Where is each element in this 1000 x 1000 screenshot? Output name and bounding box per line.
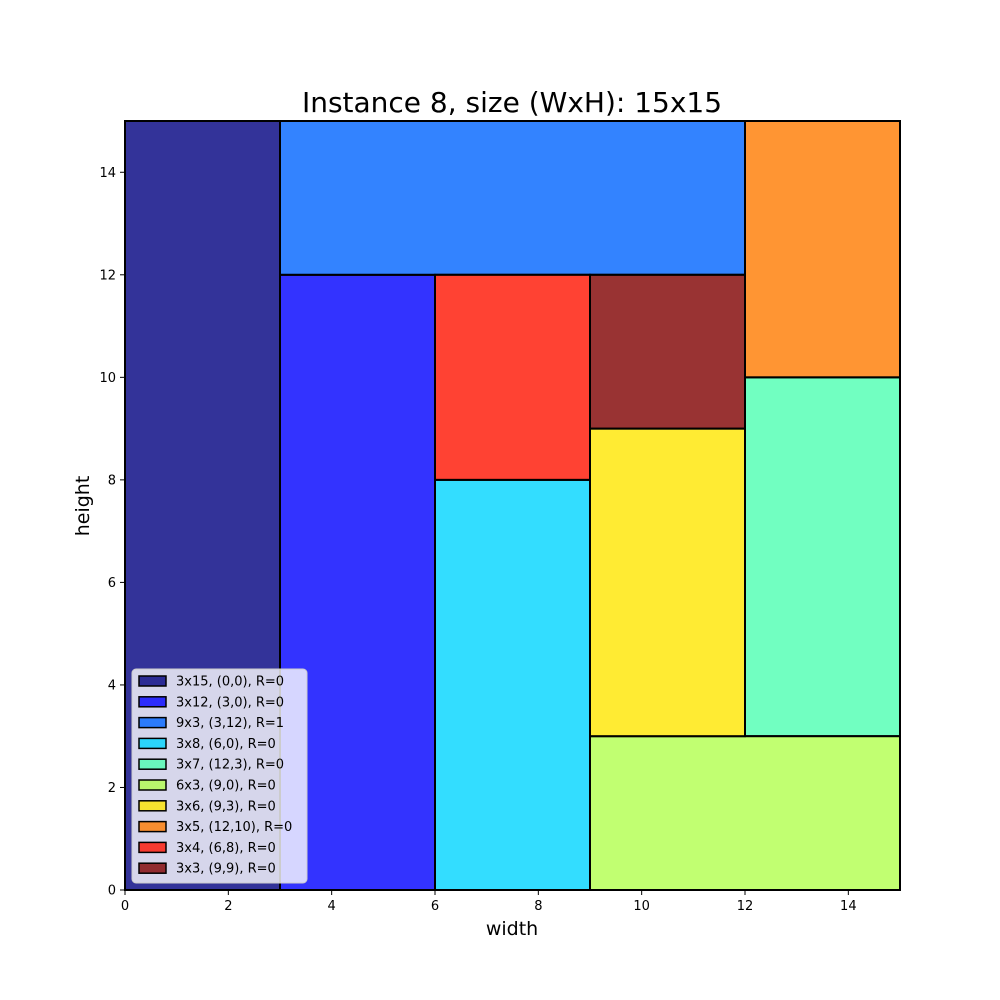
x-tick-label-3: 6 — [431, 899, 439, 914]
legend-box — [131, 668, 308, 884]
legend-entry-1: 3x15, (0,0), R=0 — [176, 675, 284, 690]
y-tick-label-3: 6 — [108, 576, 116, 591]
plot-frame — [124, 120, 901, 891]
x-tick-label-7: 14 — [840, 899, 857, 914]
x-tick-label-1: 2 — [224, 899, 232, 914]
rect-10 — [589, 273, 746, 430]
y-tick-label-5: 10 — [99, 371, 116, 386]
rect-7 — [589, 427, 746, 738]
legend-entry-7: 3x6, (9,3), R=0 — [176, 799, 276, 814]
legend-entry-2: 3x12, (3,0), R=0 — [176, 695, 284, 710]
legend-swatch-6 — [138, 779, 167, 791]
legend-entry-3: 9x3, (3,12), R=1 — [176, 716, 284, 731]
legend-swatch-3 — [138, 716, 167, 729]
legend-swatch-9 — [138, 841, 167, 854]
y-tick-label-0: 0 — [108, 884, 116, 899]
x-tick-label-0: 0 — [121, 899, 129, 914]
legend-swatch-7 — [138, 800, 167, 812]
legend-swatch-2 — [138, 696, 167, 708]
legend-entry-5: 3x7, (12,3), R=0 — [176, 758, 284, 773]
rect-9 — [434, 273, 591, 481]
y-tick-label-2: 4 — [108, 678, 116, 693]
legend-swatch-10 — [138, 862, 167, 874]
chart-title: Instance 8, size (WxH): 15x15 — [302, 86, 722, 119]
legend-entry-10: 3x3, (9,9), R=0 — [176, 862, 276, 877]
rect-8 — [744, 120, 901, 379]
rect-4 — [434, 478, 591, 891]
x-axis-label: width — [486, 918, 538, 940]
legend-entry-9: 3x4, (6,8), R=0 — [176, 841, 276, 856]
y-axis-label: height — [72, 476, 94, 537]
legend-entry-8: 3x5, (12,10), R=0 — [176, 820, 292, 835]
x-axis-ticks: 0 2 4 6 8 10 12 14 — [121, 890, 857, 914]
legend-swatch-4 — [138, 737, 167, 750]
x-tick-label-2: 4 — [328, 899, 336, 914]
rect-3 — [279, 120, 746, 276]
rect-5 — [744, 376, 901, 738]
legend-swatch-5 — [138, 758, 167, 770]
x-tick-label-4: 8 — [534, 899, 542, 914]
y-tick-label-7: 14 — [99, 166, 116, 181]
legend-entry-4: 3x8, (6,0), R=0 — [176, 737, 276, 752]
legend-entry-6: 6x3, (9,0), R=0 — [176, 779, 276, 794]
legend: 3x15, (0,0), R=0 3x12, (3,0), R=0 9x3, (3,… — [131, 668, 308, 884]
legend-swatch-8 — [138, 820, 167, 833]
y-axis-ticks: 0 2 4 6 8 10 12 14 — [99, 166, 125, 899]
y-tick-label-1: 2 — [108, 781, 116, 796]
rect-6 — [589, 735, 901, 892]
x-tick-label-5: 10 — [633, 899, 650, 914]
y-tick-label-4: 8 — [108, 473, 116, 488]
legend-swatch-1 — [138, 675, 167, 687]
y-tick-label-6: 12 — [99, 268, 116, 283]
x-tick-label-6: 12 — [737, 899, 754, 914]
